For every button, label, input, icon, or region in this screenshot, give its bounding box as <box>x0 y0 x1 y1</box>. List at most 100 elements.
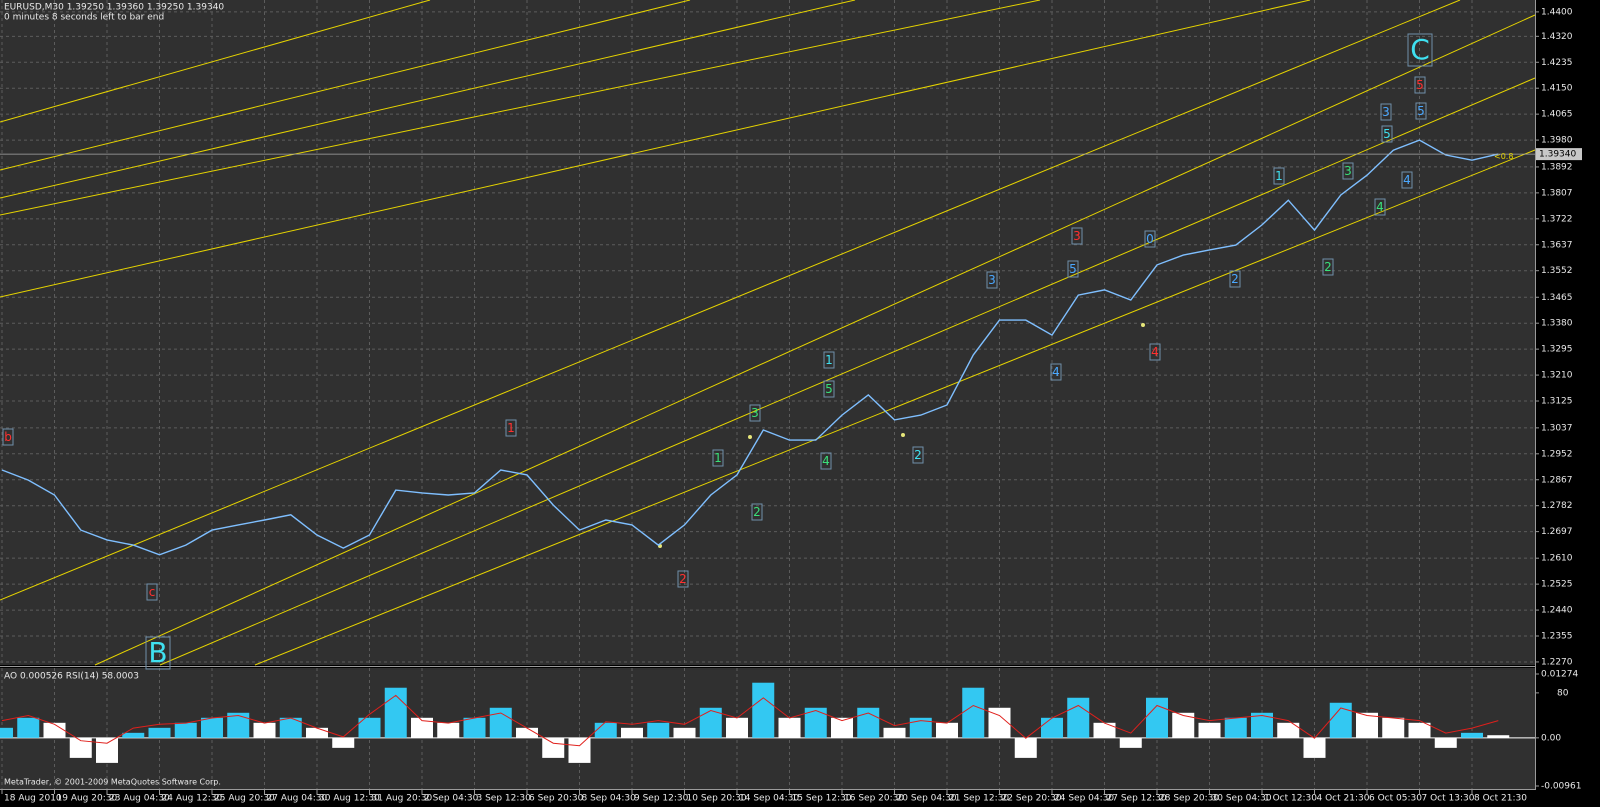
x-tick-label: 25 Aug 20:30 <box>214 794 275 804</box>
annotation: <0.8 <box>1494 152 1513 161</box>
y-tick-label: 1.3807 <box>1541 188 1573 198</box>
ao-bar <box>726 717 748 738</box>
ao-bar <box>1041 717 1063 738</box>
ao-bar <box>516 727 538 738</box>
y-tick-label: 1.4150 <box>1541 84 1573 94</box>
wave-label: 1 <box>507 421 515 435</box>
channel-line <box>94 14 1536 666</box>
y-tick-label: 1.3380 <box>1541 319 1573 329</box>
wave-box <box>1407 33 1433 67</box>
anchor-dot <box>1141 323 1145 327</box>
y-tick-label: 1.3125 <box>1541 397 1573 407</box>
ao-bar <box>568 737 591 763</box>
wave-label: b <box>4 430 12 444</box>
wave-box <box>1071 227 1083 245</box>
wave-label: 5 <box>1069 262 1077 276</box>
y-tick-label: 1.2952 <box>1541 449 1573 459</box>
ao-bar <box>0 727 13 738</box>
x-tick-label: 10 Sep 20:30 <box>687 794 747 804</box>
ao-bar <box>1014 737 1037 758</box>
ao-bar <box>1461 732 1483 738</box>
x-tick-label: 21 Sep 12:30 <box>949 794 1009 804</box>
channel-line <box>0 0 1041 216</box>
y-tick-label: 1.4400 <box>1541 7 1573 17</box>
x-tick-label: 3 Sep 12:30 <box>477 794 532 804</box>
y-tick-label: 1.3892 <box>1541 162 1573 172</box>
ao-bar <box>542 737 565 758</box>
ao-bar <box>148 727 171 738</box>
y-tick-label: 1.2610 <box>1541 554 1573 564</box>
wave-box <box>677 570 689 588</box>
channel-line <box>0 0 856 199</box>
ao-bar <box>1434 737 1457 748</box>
ao-bar <box>1119 737 1142 748</box>
wave-label: 2 <box>679 572 687 586</box>
wave-label: 0 <box>1146 232 1154 246</box>
wave-label: 5 <box>1416 78 1424 92</box>
anchor-dot <box>748 435 752 439</box>
ao-bar <box>1382 717 1405 738</box>
current-price-label: 1.39340 <box>1539 150 1576 160</box>
ao-bar <box>1277 722 1300 738</box>
grid <box>0 0 1535 789</box>
channel-line <box>0 0 1461 601</box>
x-tick-label: 20 Sep 04:30 <box>897 794 957 804</box>
wave-label: 4 <box>1403 173 1411 187</box>
wave-label: 3 <box>751 406 759 420</box>
wave-box <box>1067 260 1079 278</box>
x-tick-label: 4 Oct 21:30 <box>1317 794 1370 804</box>
ao-bar <box>306 727 328 738</box>
wave-label: 3 <box>1382 105 1390 119</box>
wave-label: 3 <box>1073 229 1081 243</box>
main-pane <box>0 0 1535 665</box>
ao-bar <box>437 722 460 738</box>
channel-lines <box>0 0 1536 666</box>
wave-label: 4 <box>1052 365 1060 379</box>
ao-bar <box>909 717 932 738</box>
channel-line <box>254 149 1536 666</box>
wave-box <box>751 503 763 521</box>
x-tick-label: 23 Aug 04:30 <box>109 794 170 804</box>
wave-box <box>2 428 14 446</box>
x-tick-label: 1 Oct 12:30 <box>1264 794 1317 804</box>
y-tick-label: -0.00961 <box>1541 782 1581 792</box>
ao-bar <box>279 717 302 738</box>
wave-label: 2 <box>753 505 761 519</box>
channel-line <box>0 0 1311 298</box>
ao-bar <box>1303 737 1326 758</box>
y-tick-label: 1.2782 <box>1541 501 1573 511</box>
y-tick-label: 1.2270 <box>1541 657 1573 667</box>
ao-bar <box>1329 702 1352 738</box>
y-tick-label: 1.3980 <box>1541 136 1573 146</box>
y-tick-label: 1.2697 <box>1541 527 1573 537</box>
x-tick-label: 14 Sep 04:30 <box>739 794 799 804</box>
wave-label: 3 <box>1344 164 1352 178</box>
x-tick-label: 6 Oct 05:30 <box>1369 794 1422 804</box>
wave-label: 4 <box>822 454 830 468</box>
ao-bar <box>883 727 906 738</box>
y-tick-label: 1.4320 <box>1541 32 1573 42</box>
channel-line <box>159 77 1536 666</box>
y-tick-label: 1.2525 <box>1541 580 1573 590</box>
wave-label: 1 <box>1275 169 1283 183</box>
y-tick-label: 1.2355 <box>1541 632 1573 642</box>
wave-box <box>146 583 158 601</box>
y-tick-label: 1.4065 <box>1541 110 1573 120</box>
x-tick-label: 2 Sep 04:30 <box>424 794 479 804</box>
y-tick-label: 1.3295 <box>1541 345 1573 355</box>
wave-box <box>712 449 724 467</box>
ao-bar <box>699 707 722 738</box>
bar-timer: 0 minutes 8 seconds left to bar end <box>4 13 164 23</box>
ao-bar <box>332 737 355 748</box>
wave-box <box>986 271 998 289</box>
wave-box <box>1342 162 1354 180</box>
anchor-dot <box>901 433 905 437</box>
x-tick-label: 24 Aug 12:30 <box>162 794 223 804</box>
wave-label: 3 <box>988 273 996 287</box>
ao-bar <box>17 717 40 738</box>
wave-box <box>1229 270 1241 288</box>
ao-bar <box>463 717 486 738</box>
x-tick-label: 18 Aug 2010 <box>4 794 62 804</box>
x-tick-label: 30 Sep 04:30 <box>1212 794 1272 804</box>
